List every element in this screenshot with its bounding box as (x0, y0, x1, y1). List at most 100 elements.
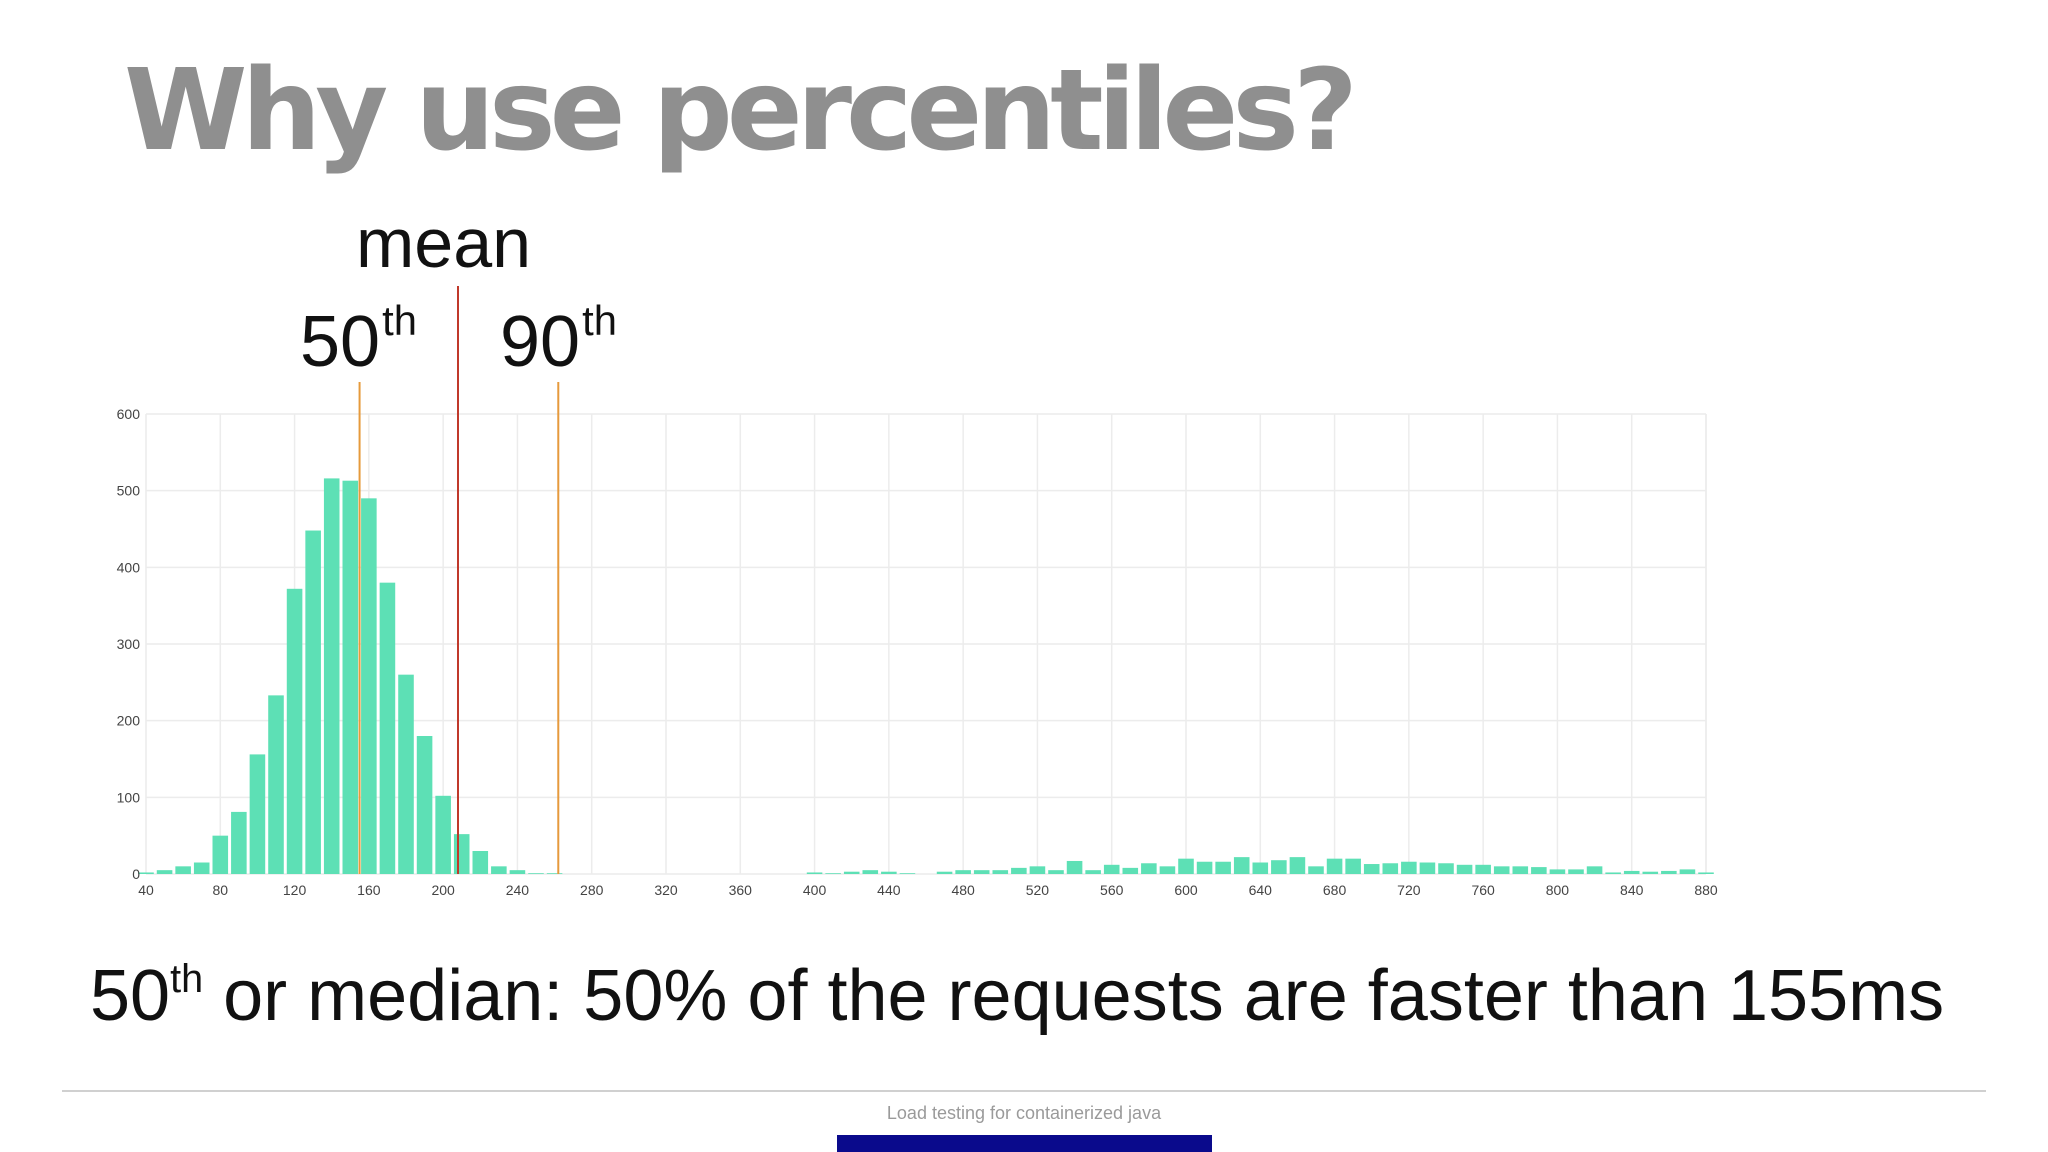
x-tick-label: 320 (654, 882, 678, 898)
x-tick-label: 640 (1249, 882, 1273, 898)
histogram-bar (1326, 858, 1343, 874)
histogram-bar (1438, 863, 1454, 874)
histogram-bar (1549, 869, 1566, 874)
histogram-bar (1252, 862, 1269, 874)
histogram-bar (491, 866, 507, 874)
histogram-bar (1308, 866, 1324, 874)
histogram-bar (212, 835, 229, 874)
x-tick-label: 720 (1397, 882, 1421, 898)
histogram-bar (1605, 872, 1621, 874)
slide-title: Why use percentiles? (124, 46, 1358, 176)
histogram-bar (1029, 866, 1046, 874)
p50-number: 50 (300, 302, 381, 382)
histogram-bar (1159, 866, 1176, 874)
x-tick-label: 200 (431, 882, 455, 898)
y-tick-labels: 0 100 200 300 400 500 600 (117, 406, 141, 882)
histogram-bar (1289, 857, 1306, 874)
histogram-bar (1215, 861, 1231, 874)
p90-number: 90 (500, 302, 581, 382)
y-tick-label: 0 (132, 866, 140, 882)
histogram-bar (1401, 861, 1417, 874)
footer-accent-bar (837, 1135, 1212, 1152)
histogram-bar (992, 870, 1009, 874)
mean-label: mean (356, 204, 532, 282)
histogram-bar (1679, 869, 1696, 874)
histogram-bar (528, 873, 544, 874)
histogram-bar (193, 862, 210, 874)
marker-lines (358, 286, 560, 874)
histogram-bar (936, 871, 953, 874)
x-tick-label: 400 (803, 882, 827, 898)
x-tick-label: 360 (729, 882, 753, 898)
histogram-bar (1456, 864, 1473, 874)
histogram-bar (323, 478, 340, 874)
y-tick-label: 600 (117, 406, 141, 422)
histogram-bar (435, 795, 451, 874)
histogram-bar (342, 480, 359, 874)
x-tick-label: 800 (1546, 882, 1570, 898)
histogram-bar (416, 736, 433, 874)
histogram-bar (305, 530, 321, 874)
histogram-bar (361, 498, 377, 874)
histogram-bar (453, 834, 470, 874)
histogram-bar (973, 870, 990, 874)
histogram-bar (1178, 858, 1194, 874)
histogram-bar (175, 866, 191, 874)
histogram-bar (268, 695, 284, 874)
x-tick-label: 840 (1620, 882, 1644, 898)
x-tick-label: 240 (506, 882, 530, 898)
histogram-bar (1623, 870, 1640, 874)
y-tick-label: 500 (117, 483, 141, 499)
histogram-bar (881, 871, 897, 874)
x-tick-label: 480 (951, 882, 975, 898)
x-tick-label: 880 (1694, 882, 1718, 898)
histogram-bar (156, 870, 173, 874)
histogram-bar (1103, 864, 1120, 874)
histogram-bar (379, 582, 396, 874)
x-tick-label: 440 (877, 882, 901, 898)
histogram-bar (1363, 864, 1380, 874)
caption-text: or median: 50% of the requests are faste… (223, 956, 1945, 1036)
x-tick-label: 80 (212, 882, 228, 898)
histogram-bar (1642, 871, 1659, 874)
y-tick-label: 100 (117, 789, 141, 805)
slide-caption: 50th or median: 50% of the requests are … (90, 956, 2010, 1032)
histogram-bar (1271, 860, 1287, 874)
histogram-bar (955, 870, 971, 874)
histogram-bar (546, 873, 563, 874)
histogram-bar (1122, 867, 1139, 874)
histogram-bar (1475, 864, 1491, 874)
histogram-bar (1493, 866, 1510, 874)
histogram-bar (1066, 860, 1083, 874)
x-tick-label: 40 (138, 882, 154, 898)
histogram-bar (825, 873, 841, 874)
x-tick-label: 280 (580, 882, 604, 898)
histogram-bar (1419, 862, 1436, 874)
x-tick-label: 160 (357, 882, 381, 898)
caption-suffix: th (170, 956, 204, 1001)
histogram-bar (231, 811, 247, 874)
histogram-bar (1661, 870, 1677, 874)
p50-suffix: th (382, 296, 417, 344)
histogram-bar (249, 754, 266, 874)
histogram-bar (843, 871, 860, 874)
histogram-bar (286, 588, 303, 874)
histogram-bar (398, 674, 414, 874)
x-tick-label: 120 (283, 882, 307, 898)
p90-suffix: th (582, 296, 617, 344)
histogram-bar (1141, 863, 1157, 874)
histogram-bar (1382, 863, 1399, 874)
histogram-bar (1196, 861, 1213, 874)
histogram-bar (1011, 867, 1027, 874)
histogram-bar (862, 870, 879, 874)
histogram-bar (472, 851, 489, 874)
p50-label: 50th (300, 299, 417, 378)
footer-text: Load testing for containerized java (886, 1103, 1162, 1123)
x-tick-label: 600 (1174, 882, 1198, 898)
y-tick-label: 200 (117, 713, 141, 729)
histogram-bar (1048, 870, 1064, 874)
footer-divider (62, 1090, 1986, 1092)
x-tick-labels: 40 80 120 160 200 240 280 320 360 400 440 480 520 560… (138, 882, 1718, 898)
histogram-bar (1568, 869, 1584, 874)
